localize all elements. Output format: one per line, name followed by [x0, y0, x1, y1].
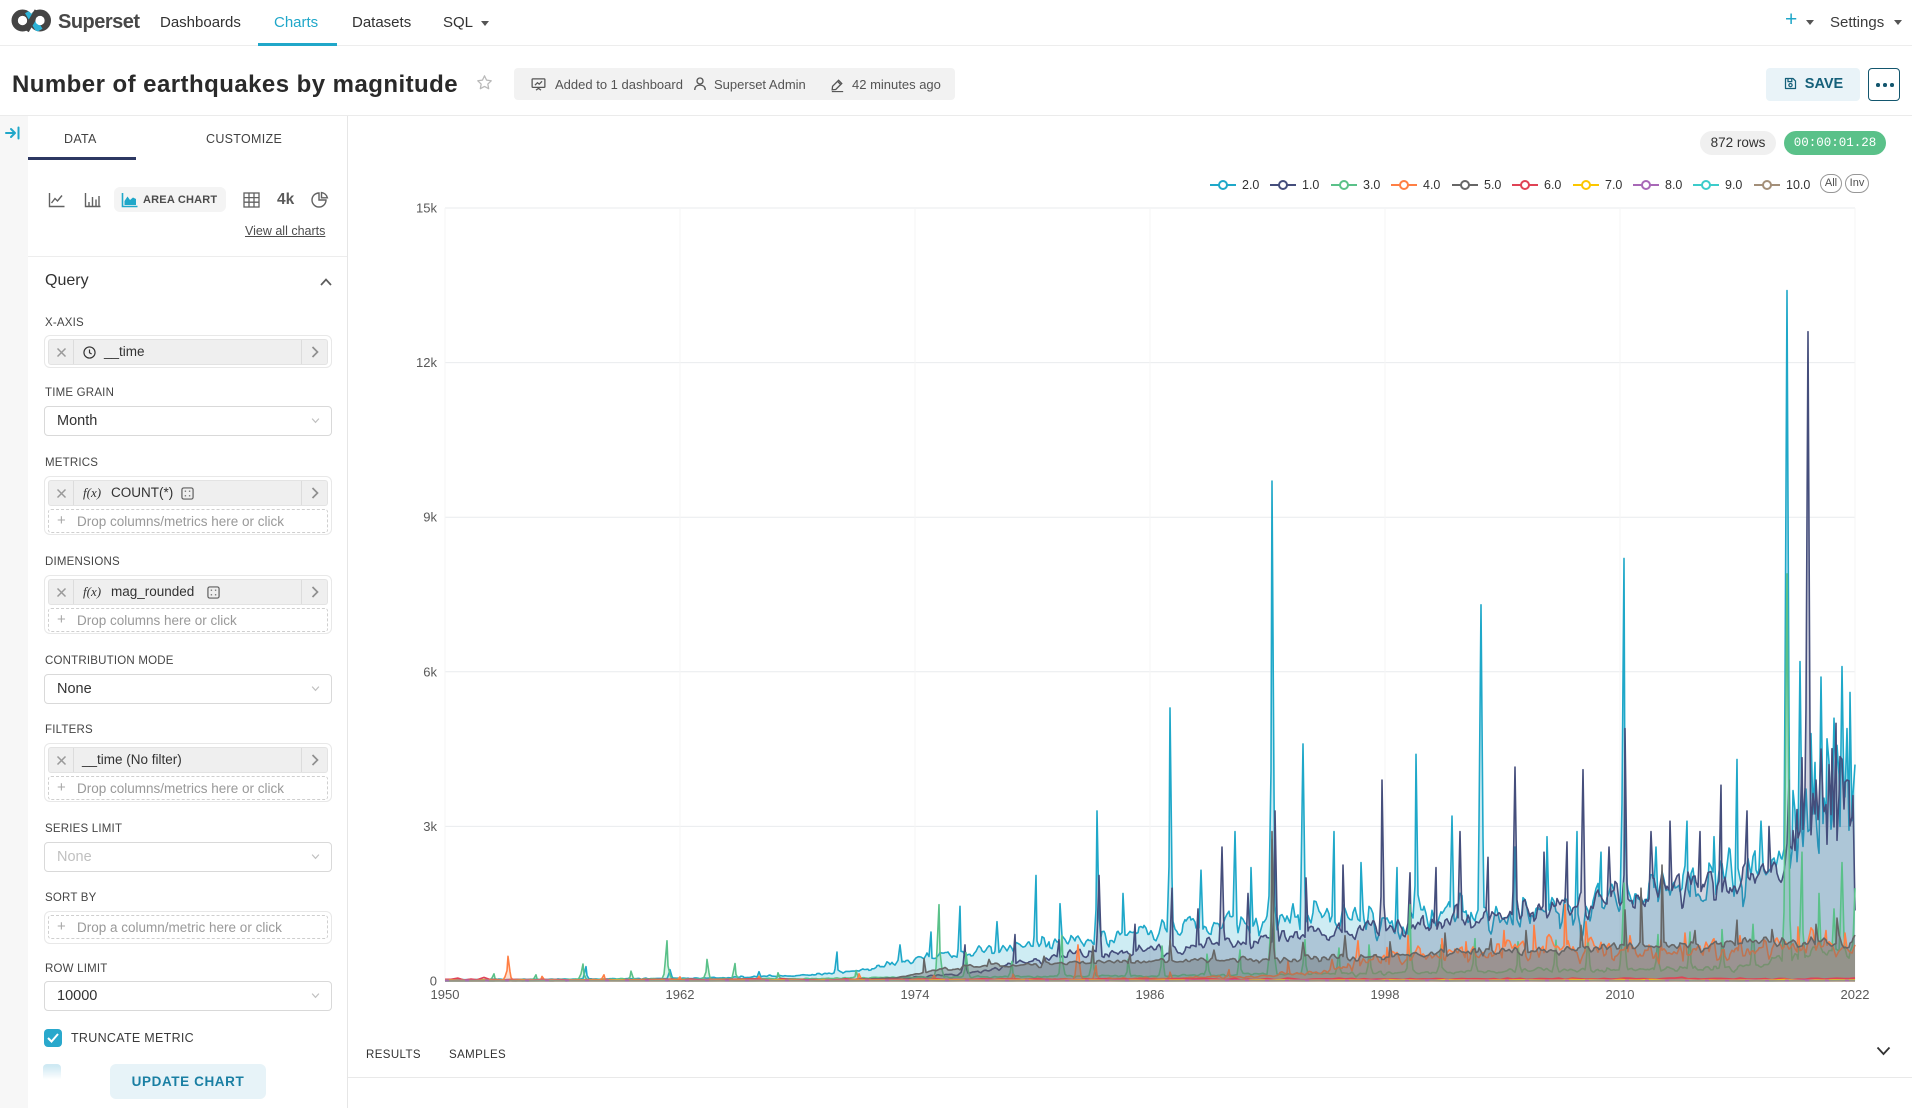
svg-text:6k: 6k — [423, 664, 437, 679]
svg-text:1962: 1962 — [666, 987, 695, 1002]
svg-text:3k: 3k — [423, 819, 437, 834]
svg-text:1950: 1950 — [431, 987, 460, 1002]
svg-text:9k: 9k — [423, 510, 437, 525]
svg-text:1986: 1986 — [1136, 987, 1165, 1002]
svg-text:2022: 2022 — [1841, 987, 1870, 1002]
svg-text:1998: 1998 — [1371, 987, 1400, 1002]
svg-text:2010: 2010 — [1606, 987, 1635, 1002]
svg-text:1974: 1974 — [901, 987, 930, 1002]
svg-text:0: 0 — [430, 974, 437, 989]
svg-text:15k: 15k — [416, 201, 437, 216]
svg-text:12k: 12k — [416, 355, 437, 370]
